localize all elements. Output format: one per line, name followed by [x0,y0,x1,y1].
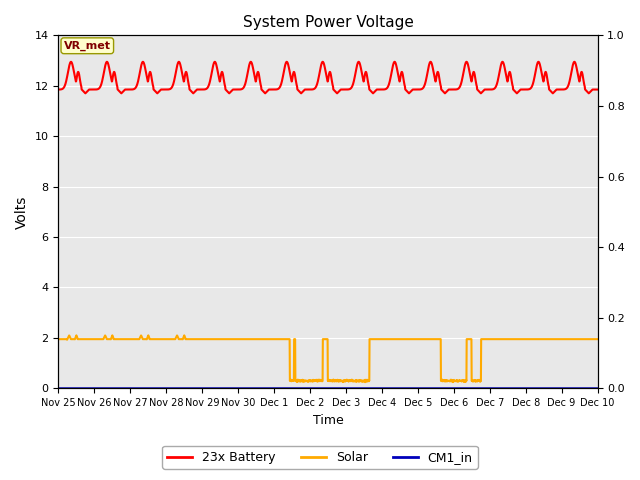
CM1_in [561,385,569,391]
CM1_in [355,385,363,391]
CM1_in [54,385,62,391]
Line: Solar: Solar [58,336,598,382]
CM1_in [344,385,351,391]
23x Battery [344,86,351,92]
CM1_in [205,385,212,391]
Solar [205,336,213,342]
Text: VR_met: VR_met [64,41,111,51]
CM1_in [594,385,602,391]
Legend: 23x Battery, Solar, CM1_in: 23x Battery, Solar, CM1_in [163,446,477,469]
CM1_in [484,385,492,391]
23x Battery [67,59,75,65]
23x Battery [561,86,569,92]
Solar [355,378,363,384]
Solar [561,336,569,342]
23x Battery [356,60,364,66]
X-axis label: Time: Time [312,414,343,427]
Solar [485,336,493,342]
Solar [54,336,62,342]
23x Battery [205,81,213,87]
23x Battery [547,88,554,94]
Line: 23x Battery: 23x Battery [58,62,598,93]
23x Battery [485,87,493,93]
Solar [547,336,554,342]
Y-axis label: Volts: Volts [15,195,29,228]
Solar [72,333,80,338]
Solar [344,378,351,384]
Solar [594,336,602,342]
23x Battery [594,87,602,93]
23x Battery [81,90,89,96]
CM1_in [546,385,554,391]
23x Battery [54,87,62,93]
Title: System Power Voltage: System Power Voltage [243,15,413,30]
Solar [361,379,369,385]
